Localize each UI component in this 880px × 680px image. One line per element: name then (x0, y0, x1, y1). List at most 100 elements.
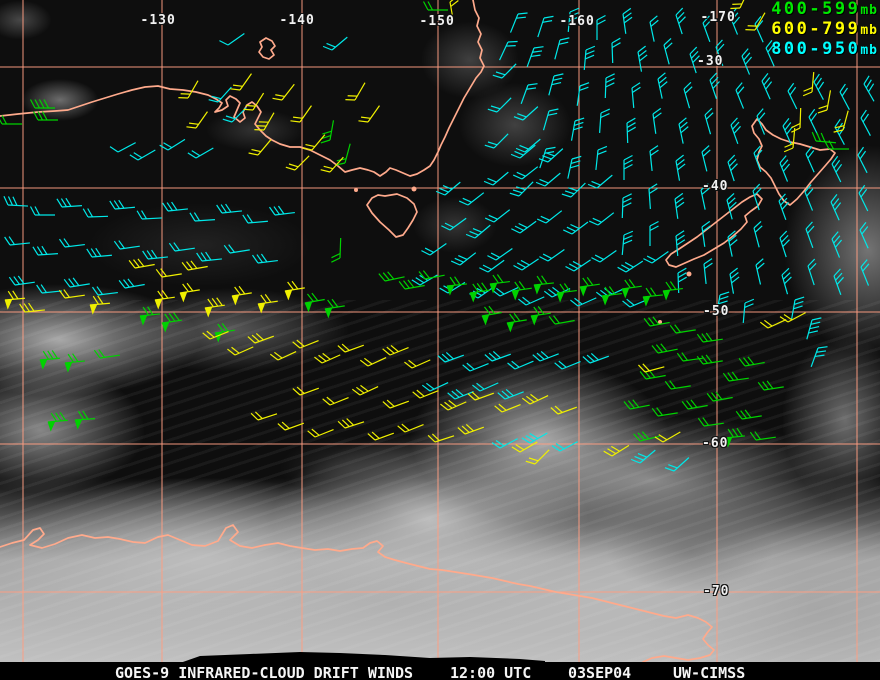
wind-barb-low (129, 149, 156, 161)
legend-unit-label: mb (860, 43, 878, 58)
wind-barb-mid (638, 363, 665, 373)
wind-barb-low (538, 148, 564, 163)
wind-barb-low (269, 205, 295, 216)
wind-barb-low (617, 260, 644, 273)
wind-barb-mid (802, 72, 815, 97)
wind-barb-low (637, 45, 648, 72)
wind-barb-mid (494, 403, 521, 413)
wind-barb-mid (654, 431, 681, 443)
wind-barb-mid (759, 319, 787, 329)
wind-barb-high (64, 353, 85, 373)
wind-barb-low (542, 108, 559, 131)
island-small-islet (658, 320, 662, 324)
wind-barb-low (583, 45, 596, 70)
wind-barb-low (649, 145, 659, 171)
wind-barb-mid (302, 134, 326, 151)
wind-barb-low (118, 278, 145, 289)
coastline-nz-south-island (665, 193, 763, 268)
wind-barb-low (649, 220, 659, 246)
latitude-label: -30 (697, 54, 724, 69)
longitude-label: -150 (419, 14, 455, 29)
wind-barb-low (729, 267, 740, 294)
status-bar: GOES-9 INFRARED-CLOUD DRIFT WINDS 12:00 … (0, 662, 880, 680)
wind-barb-low (604, 73, 615, 99)
wind-barb-high (676, 352, 703, 362)
wind-barb-high (639, 369, 666, 380)
wind-barb-low (630, 449, 656, 464)
wind-barb-mid (181, 260, 208, 271)
wind-barb-mid (351, 384, 379, 396)
wind-barb-low (805, 221, 815, 248)
wind-barb-high (623, 399, 650, 410)
wind-barb-mid (382, 399, 409, 409)
wind-barb-low (548, 73, 564, 96)
wind-barb-high (696, 354, 723, 365)
wind-barb-low (779, 230, 790, 258)
wind-barb-low (839, 83, 850, 110)
wind-barb-low (778, 193, 789, 220)
wind-barb-high (633, 431, 660, 442)
wind-barb-low (621, 230, 634, 255)
wind-barb-mid (155, 268, 182, 278)
wind-barb-low (858, 184, 869, 212)
wind-barb-low (591, 250, 617, 263)
wind-barb-low (497, 388, 524, 400)
coastline-antarctica-coast (0, 524, 715, 677)
wind-barb-low (779, 155, 791, 182)
wind-barb-high (93, 349, 120, 359)
wind-barb-low (551, 441, 578, 452)
wind-barb-low (472, 382, 499, 392)
wind-barb-high (39, 350, 60, 370)
wind-barb-low (830, 194, 842, 221)
wind-barb-low (611, 37, 621, 64)
wind-barb-low (689, 46, 700, 74)
wind-barb-mid (292, 386, 319, 396)
wind-barb-mid (247, 333, 274, 344)
scan-edge-path (180, 652, 545, 663)
wind-barb-low (730, 117, 741, 144)
wind-barb-low (465, 224, 491, 239)
wind-barb-mid (783, 128, 796, 153)
wind-barb-low (196, 251, 222, 262)
wind-barb-low (484, 209, 511, 223)
wind-barb-low (701, 220, 711, 247)
longitude-label: -130 (140, 13, 176, 28)
wind-barb-low (109, 199, 135, 210)
wind-barb-low (813, 73, 825, 100)
wind-barb-mid (4, 290, 25, 310)
wind-barb-mid (179, 282, 200, 303)
wind-barb-low (563, 221, 589, 235)
wind-barb-mid (745, 12, 766, 31)
wind-barb-high (724, 427, 745, 448)
wind-barb-low (8, 275, 35, 286)
wind-barb-low (567, 7, 580, 32)
wind-barb-mid (525, 449, 550, 465)
wind-barb-mid (292, 339, 319, 349)
wind-barb-low (483, 171, 509, 186)
legend-item-low: 800-950mb (771, 40, 878, 60)
wind-barb-low (595, 287, 623, 299)
wind-barb-low (649, 15, 659, 42)
island-king-island (354, 188, 358, 192)
wind-barb-low (752, 183, 762, 211)
wind-barb-low (513, 258, 539, 271)
legend-item-high: 400-599mb (771, 0, 878, 20)
wind-barb-low (222, 107, 247, 123)
legend-unit-label: mb (860, 3, 878, 18)
wind-barb-low (554, 360, 581, 370)
wind-barb-low (755, 258, 765, 285)
wind-barb-high (47, 412, 68, 432)
wind-barb-high (530, 306, 551, 326)
wind-barb-mid (337, 343, 364, 353)
wind-barb-low (567, 155, 582, 179)
wind-barb-mid (230, 73, 252, 91)
wind-barb-low (810, 346, 828, 367)
wind-barb-mid (779, 312, 806, 323)
wind-barb-low (709, 72, 720, 100)
wind-barb-high (378, 271, 405, 282)
latitude-label: -60 (702, 436, 729, 451)
wind-barb-high (749, 431, 776, 441)
wind-barb-mid (730, 0, 749, 10)
wind-barb-low (537, 15, 554, 38)
